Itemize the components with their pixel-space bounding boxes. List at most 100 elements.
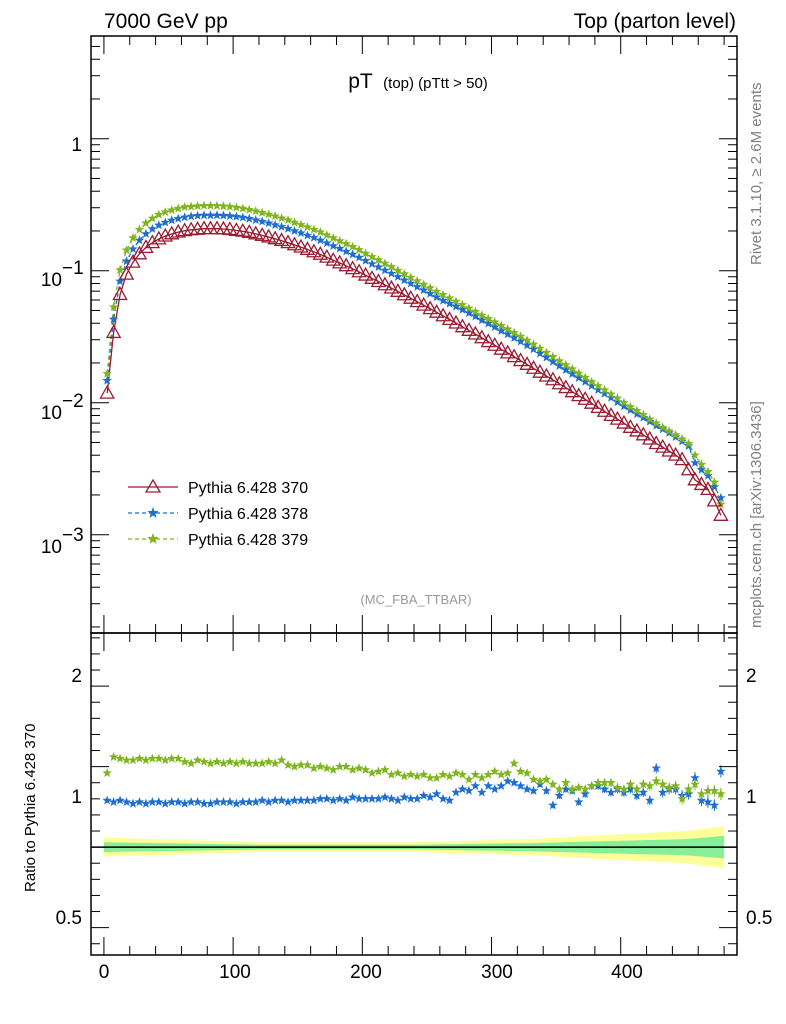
x-tick-label-100: 100	[219, 962, 251, 983]
data-point	[564, 383, 581, 398]
data-point	[709, 481, 720, 491]
data-point	[435, 307, 451, 322]
data-point	[289, 225, 300, 236]
data-point	[599, 384, 610, 394]
data-point	[170, 223, 186, 238]
data-point	[334, 243, 345, 253]
data-point	[238, 212, 248, 222]
data-point	[467, 325, 484, 340]
data-point	[125, 253, 141, 268]
ratio-point	[166, 797, 177, 807]
data-point	[645, 414, 655, 424]
ratio-point	[554, 790, 565, 800]
ratio-point	[160, 798, 171, 808]
data-point	[325, 251, 342, 266]
data-point	[548, 356, 558, 366]
data-point	[276, 213, 287, 223]
data-point	[403, 289, 419, 304]
ratio-point	[134, 753, 145, 763]
data-point	[299, 241, 316, 255]
data-point	[567, 369, 578, 379]
y-tick-label-0.01-exponent: −2	[62, 391, 84, 412]
data-point	[160, 207, 171, 217]
ratio-point	[302, 795, 313, 805]
ratio-point	[438, 769, 448, 779]
data-point	[341, 238, 351, 248]
source-label: mcplots.cern.ch [arXiv:1306.3436]	[748, 401, 765, 628]
ratio-point	[186, 797, 196, 807]
data-point	[128, 232, 138, 243]
data-point	[192, 210, 203, 220]
ratio-point	[218, 797, 229, 807]
ratio-point	[173, 753, 183, 763]
data-point	[535, 348, 545, 358]
data-point	[406, 278, 416, 288]
ratio-point	[515, 780, 526, 790]
ratio-point	[205, 758, 216, 768]
data-point	[499, 344, 516, 359]
ratio-point	[302, 760, 313, 770]
data-point	[548, 351, 558, 361]
legend-label-378: Pythia 6.428 378	[188, 506, 308, 523]
data-point	[166, 205, 177, 215]
data-point	[667, 446, 684, 461]
data-point	[373, 255, 384, 265]
ratio-point	[115, 753, 125, 763]
data-point	[115, 276, 125, 286]
data-point	[425, 288, 435, 298]
data-point	[393, 265, 403, 275]
ratio-point	[632, 790, 642, 800]
data-point	[102, 375, 112, 385]
series-line-1	[106, 214, 722, 499]
data-point	[554, 360, 565, 370]
ratio-y-tick-2-right: 2	[746, 666, 757, 687]
data-point	[661, 442, 677, 457]
ratio-point	[231, 758, 242, 768]
legend-marker-378	[147, 507, 159, 518]
ratio-point	[451, 768, 461, 778]
ratio-point	[128, 755, 138, 765]
data-point	[344, 260, 361, 275]
data-point	[674, 451, 690, 466]
data-point	[121, 256, 132, 266]
data-point	[283, 223, 293, 233]
ratio-point	[205, 798, 216, 808]
ratio-point	[418, 790, 429, 800]
ratio-point	[399, 792, 410, 802]
ratio-point	[263, 797, 274, 807]
ratio-point	[212, 756, 222, 766]
data-point	[163, 225, 180, 240]
data-point	[486, 337, 503, 351]
data-point	[199, 210, 209, 220]
data-point	[302, 230, 313, 240]
data-point	[642, 430, 658, 445]
ratio-point	[179, 756, 190, 766]
ratio-point	[509, 758, 519, 768]
data-point	[606, 389, 616, 399]
y-tick-label-0.1-base: 10	[41, 270, 62, 291]
data-point	[457, 299, 468, 309]
data-point	[186, 201, 196, 211]
data-point	[502, 324, 513, 334]
data-point	[596, 403, 613, 417]
data-point	[157, 227, 174, 242]
ratio-y-tick-1-left: 1	[71, 787, 82, 808]
data-point	[474, 329, 490, 344]
ratio-point	[541, 774, 552, 784]
data-point	[638, 412, 649, 422]
data-point	[654, 438, 671, 453]
ratio-point	[599, 777, 610, 787]
data-point	[483, 318, 494, 328]
ratio-point	[580, 784, 590, 794]
y-tick-label-0.001-base: 10	[41, 537, 62, 558]
data-point	[506, 348, 522, 363]
data-point	[451, 301, 461, 311]
plot-title-main: pT	[348, 70, 373, 93]
data-point	[328, 240, 339, 250]
data-point	[147, 224, 158, 234]
data-point	[470, 311, 481, 321]
ratio-point	[160, 755, 171, 765]
ratio-point	[573, 797, 584, 807]
data-point	[512, 352, 529, 367]
